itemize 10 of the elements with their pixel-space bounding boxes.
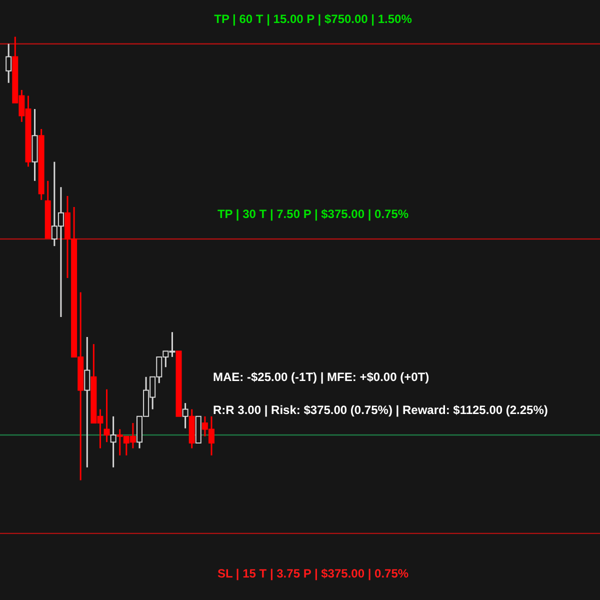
ref-line-label: TP | 30 T | 7.50 P | $375.00 | 0.75% xyxy=(217,206,409,221)
ref-line-label: TP | 60 T | 15.00 P | $750.00 | 1.50% xyxy=(214,12,412,26)
ref-line-label: SL | 15 T | 3.75 P | $375.00 | 0.75% xyxy=(217,566,409,580)
annotation: R:R 3.00 | Risk: $375.00 (0.75%) | Reward: $1125.00 (2.25%) xyxy=(213,402,548,417)
annotation: MAE: -$25.00 (-1T) | MFE: +$0.00 (+0T) xyxy=(213,370,430,384)
candlestick xyxy=(110,416,116,468)
candlestick xyxy=(84,336,90,468)
candlestick xyxy=(182,402,188,430)
candlestick xyxy=(104,388,110,443)
candlestick xyxy=(6,43,12,84)
